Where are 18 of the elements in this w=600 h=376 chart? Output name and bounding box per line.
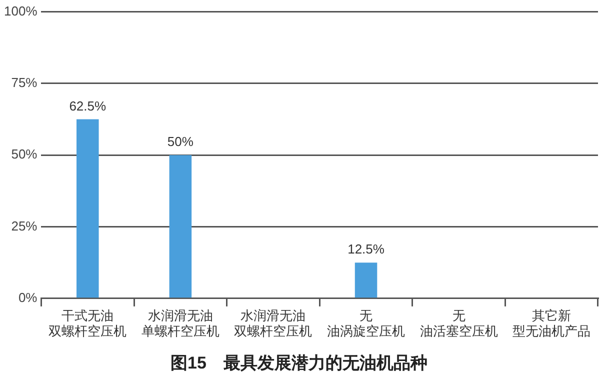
y-tick-label: 25% [11, 218, 38, 234]
data-label: 62.5% [69, 98, 107, 114]
bar [76, 119, 99, 298]
x-tick-label: 水润滑无油单螺杆空压机 [141, 308, 220, 338]
x-tick-label: 干式无油双螺杆空压机 [48, 308, 127, 338]
text: 图15 最具发展潜力的无油机品种 [170, 353, 428, 372]
y-tick-label: 0% [18, 290, 38, 305]
bar [169, 155, 192, 298]
y-tick-label: 75% [11, 75, 38, 90]
bar [354, 262, 378, 298]
x-tick-label: 无油活塞空压机 [420, 308, 498, 338]
x-tick-label: 无油涡旋空压机 [327, 308, 406, 338]
y-tick-label: 50% [11, 146, 38, 162]
data-label: 50% [167, 134, 194, 150]
x-tick-label: 水润滑无油双螺杆空压机 [234, 308, 312, 338]
data-label: 12.5% [348, 242, 385, 257]
y-tick-label: 100% [4, 3, 38, 18]
x-tick-label: 其它新型无油机产品 [512, 308, 591, 338]
